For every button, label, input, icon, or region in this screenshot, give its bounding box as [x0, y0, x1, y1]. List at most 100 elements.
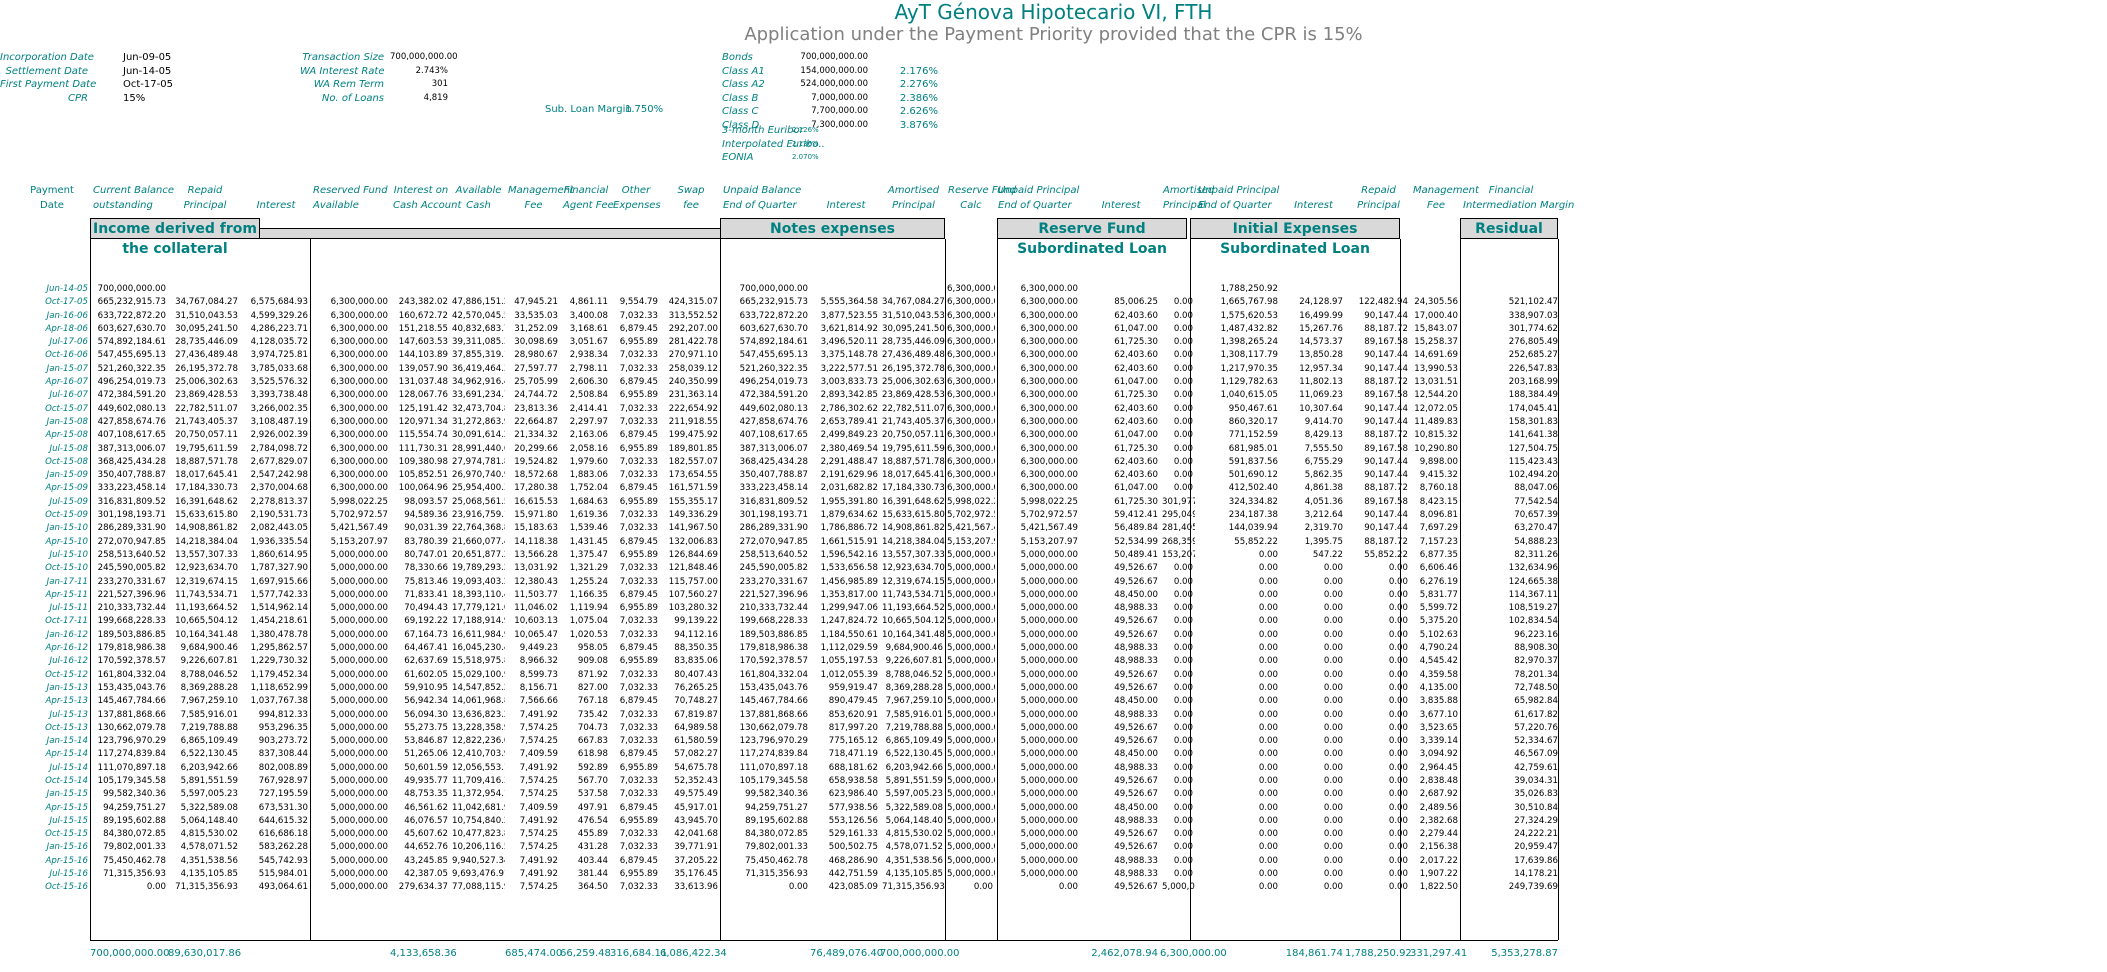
- table-cell: 496,254,019.73: [97, 377, 166, 388]
- table-cell: 78,330.66: [404, 563, 448, 574]
- column-header: Interest: [1101, 200, 1141, 211]
- table-cell: 2,319.70: [1304, 523, 1343, 534]
- table-cell: 8,369,288.28: [180, 682, 238, 693]
- rate-label: Interpolated Euribo..: [722, 138, 825, 150]
- table-cell: 90,147.44: [1364, 310, 1408, 321]
- table-cell: 258,513,640.52: [739, 549, 808, 560]
- table-row: Jul-16-12 170,592,378.57 9,226,607.81 1,229…: [0, 655, 1560, 668]
- table-cell: 1,299,947.06: [820, 603, 878, 614]
- payment-date-cell: Jan-15-14: [46, 736, 88, 747]
- table-cell: 6,300,000.00: [330, 483, 388, 494]
- table-cell: 0.00: [1173, 815, 1193, 826]
- table-cell: 5,000,000.00: [330, 696, 388, 707]
- table-cell: 61,725.30: [1114, 443, 1158, 454]
- payment-date-cell: Oct-15-13: [45, 722, 88, 733]
- table-cell: 427,858,674.76: [739, 416, 808, 427]
- table-cell: 592.89: [577, 762, 608, 773]
- table-cell: 70,494.43: [404, 603, 448, 614]
- table-cell: 61,602.05: [404, 669, 448, 680]
- info-left-value: Oct-17-05: [123, 79, 173, 91]
- table-cell: 1,879,634.62: [820, 510, 878, 521]
- table-cell: 90,147.44: [1364, 363, 1408, 374]
- table-cell: 0.00: [1173, 629, 1193, 640]
- total-cell: 700,000,000.00: [90, 948, 170, 959]
- table-cell: 189,801.85: [668, 443, 718, 454]
- table-cell: 567.70: [577, 775, 608, 786]
- column-header: Other: [621, 185, 651, 196]
- table-cell: 111,730.31: [398, 443, 448, 454]
- table-cell: 233,270,331.67: [97, 576, 166, 587]
- table-cell: 13,031.92: [514, 563, 558, 574]
- table-cell: 7,491.92: [519, 709, 558, 720]
- table-cell: 5,000,000.00: [1020, 656, 1078, 667]
- table-cell: 6,865,109.49: [885, 736, 943, 747]
- table-cell: 665,232,915.73: [739, 297, 808, 308]
- table-cell: 111,070,897.18: [739, 762, 808, 773]
- table-cell: 13,566.28: [514, 549, 558, 560]
- table-cell: 10,206,116.55: [452, 842, 505, 853]
- table-cell: 117,274,839.84: [97, 749, 166, 760]
- table-cell: 7,032.33: [619, 722, 658, 733]
- table-cell: 25,705.99: [514, 377, 558, 388]
- table-cell: 5,862.35: [1304, 470, 1343, 481]
- table-cell: 767,928.97: [258, 775, 308, 786]
- table-cell: 4,351,538.56: [885, 855, 943, 866]
- table-cell: 48,988.33: [1114, 709, 1158, 720]
- column-header: End of Quarter: [723, 200, 797, 211]
- table-cell: 121,848.46: [668, 563, 718, 574]
- table-cell: 2,190,531.73: [250, 510, 308, 521]
- table-cell: 5,000,000.00: [1020, 869, 1078, 880]
- table-cell: 62,637.69: [404, 656, 448, 667]
- table-cell: 6,300,000.00: [947, 416, 995, 427]
- table-cell: 802,008.89: [258, 762, 308, 773]
- table-cell: 11,709,416.33: [452, 775, 505, 786]
- table-cell: 9,693,476.91: [452, 869, 505, 880]
- table-cell: 4,359.58: [1419, 669, 1458, 680]
- table-cell: 28,980.67: [514, 350, 558, 361]
- table-cell: 7,032.33: [619, 629, 658, 640]
- table-cell: 12,544.20: [1414, 390, 1458, 401]
- table-cell: 0.00: [1258, 855, 1278, 866]
- table-cell: 583,262.28: [258, 842, 308, 853]
- table-cell: 234,187.38: [1228, 510, 1278, 521]
- table-cell: 718,471.19: [828, 749, 878, 760]
- table-cell: 3,835.88: [1419, 696, 1458, 707]
- table-cell: 9,940,527.34: [452, 855, 505, 866]
- table-cell: 102,494.20: [1508, 470, 1558, 481]
- table-cell: 6,276.19: [1419, 576, 1458, 587]
- table-cell: 19,093,403.27: [452, 576, 505, 587]
- table-cell: 6,606.46: [1419, 563, 1458, 574]
- table-cell: 5,421,567.49: [330, 523, 388, 534]
- table-cell: 6,300,000.00: [947, 403, 995, 414]
- table-cell: 52,334.67: [1514, 736, 1558, 747]
- table-cell: 6,300,000.00: [1020, 363, 1078, 374]
- table-cell: 61,047.00: [1114, 323, 1158, 334]
- table-cell: 5,000,000.00: [947, 722, 995, 733]
- table-cell: 258,513,640.52: [97, 549, 166, 560]
- table-cell: 4,599,329.26: [250, 310, 308, 321]
- table-cell: 7,967,259.10: [885, 696, 943, 707]
- table-cell: 27,324.29: [1514, 815, 1558, 826]
- table-cell: 17,000.40: [1414, 310, 1458, 321]
- class-amount: 7,300,000.00: [811, 120, 868, 130]
- table-cell: 12,072.05: [1414, 403, 1458, 414]
- table-cell: 775,165.12: [828, 736, 878, 747]
- table-cell: 34,767,084.27: [175, 297, 238, 308]
- table-cell: 2,380,469.54: [820, 443, 878, 454]
- table-cell: 24,744.72: [514, 390, 558, 401]
- table-cell: 521,260,322.35: [97, 363, 166, 374]
- table-cell: 5,000,000.00: [330, 789, 388, 800]
- table-cell: 7,032.33: [619, 310, 658, 321]
- table-cell: 61,725.30: [1114, 390, 1158, 401]
- table-cell: 0.00: [1173, 643, 1193, 654]
- table-cell: 2,499,849.23: [820, 430, 878, 441]
- table-cell: 141,641.38: [1508, 430, 1558, 441]
- table-cell: 5,000,000.00: [330, 749, 388, 760]
- table-cell: 7,032.33: [619, 709, 658, 720]
- table-cell: 2,677,829.07: [250, 456, 308, 467]
- table-border-vertical: [1190, 239, 1191, 940]
- table-cell: 5,000,000.00: [330, 829, 388, 840]
- column-header: Unpaid Principal: [1198, 185, 1280, 196]
- table-cell: 0.00: [1323, 749, 1343, 760]
- table-cell: 35,026.83: [1514, 789, 1558, 800]
